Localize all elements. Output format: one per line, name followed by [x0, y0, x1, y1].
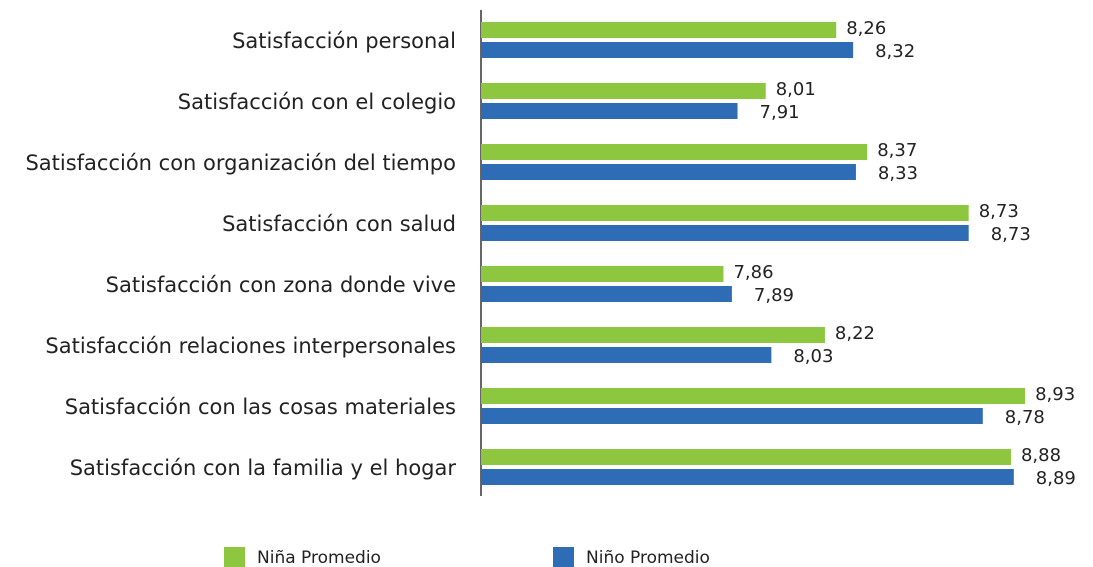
- legend-swatch: [553, 547, 574, 567]
- value-label: 8,73: [979, 201, 1019, 222]
- bar: [481, 205, 969, 221]
- value-label: 8,03: [793, 346, 833, 367]
- category-label: Satisfacción con organización del tiempo: [25, 151, 456, 175]
- value-label: 8,88: [1021, 445, 1061, 466]
- category-label: Satisfacción con las cosas materiales: [65, 395, 456, 419]
- legend-swatch: [224, 547, 245, 567]
- value-label: 8,93: [1035, 384, 1075, 405]
- bar: [481, 388, 1026, 404]
- value-label: 8,78: [1005, 407, 1045, 428]
- bar: [481, 327, 825, 343]
- value-label: 8,89: [1036, 468, 1076, 489]
- legend-label: Niña Promedio: [257, 548, 381, 567]
- value-label: 8,73: [991, 224, 1031, 245]
- bar: [481, 286, 732, 302]
- bar: [481, 266, 724, 282]
- bar: [481, 449, 1011, 465]
- value-label: 7,91: [760, 102, 800, 123]
- value-label: 8,01: [776, 79, 816, 100]
- value-label: 7,89: [754, 285, 794, 306]
- value-label: 7,86: [733, 262, 773, 283]
- value-label: 8,33: [878, 163, 918, 184]
- value-label: 8,32: [875, 41, 915, 62]
- bar: [481, 225, 969, 241]
- category-label: Satisfacción con zona donde vive: [106, 273, 456, 297]
- category-label: Satisfacción con el colegio: [178, 90, 456, 114]
- bar: [481, 408, 983, 424]
- value-label: 8,26: [846, 18, 886, 39]
- bar: [481, 144, 868, 160]
- value-label: 8,22: [835, 323, 875, 344]
- category-label: Satisfacción con salud: [222, 212, 456, 236]
- bar: [481, 83, 766, 99]
- category-label: Satisfacción relaciones interpersonales: [45, 334, 456, 358]
- bar: [481, 469, 1014, 485]
- category-label: Satisfacción personal: [232, 29, 456, 53]
- bar: [481, 22, 837, 38]
- bar: [481, 42, 854, 58]
- bar: [481, 164, 856, 180]
- category-label: Satisfacción con la familia y el hogar: [70, 456, 457, 480]
- legend-label: Niño Promedio: [586, 548, 710, 567]
- bar: [481, 347, 772, 363]
- value-label: 8,37: [877, 140, 917, 161]
- bar: [481, 103, 738, 119]
